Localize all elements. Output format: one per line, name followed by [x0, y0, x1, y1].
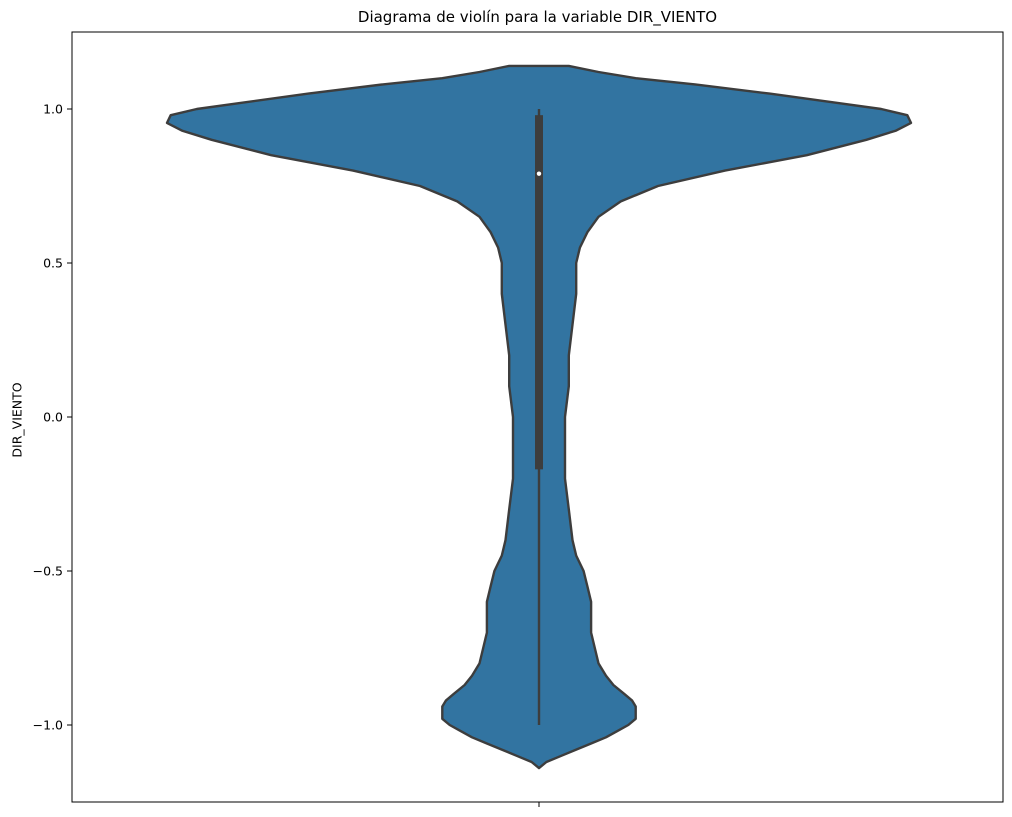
y-tick-label: 1.0 [43, 102, 63, 117]
chart-title: Diagrama de violín para la variable DIR_… [357, 8, 718, 26]
y-tick-label: 0.0 [43, 410, 63, 425]
y-tick-label: −0.5 [33, 564, 63, 579]
y-tick-label: −1.0 [33, 718, 63, 733]
median-point [536, 171, 542, 176]
y-tick-label: 0.5 [43, 256, 63, 271]
interquartile-box [535, 115, 543, 470]
